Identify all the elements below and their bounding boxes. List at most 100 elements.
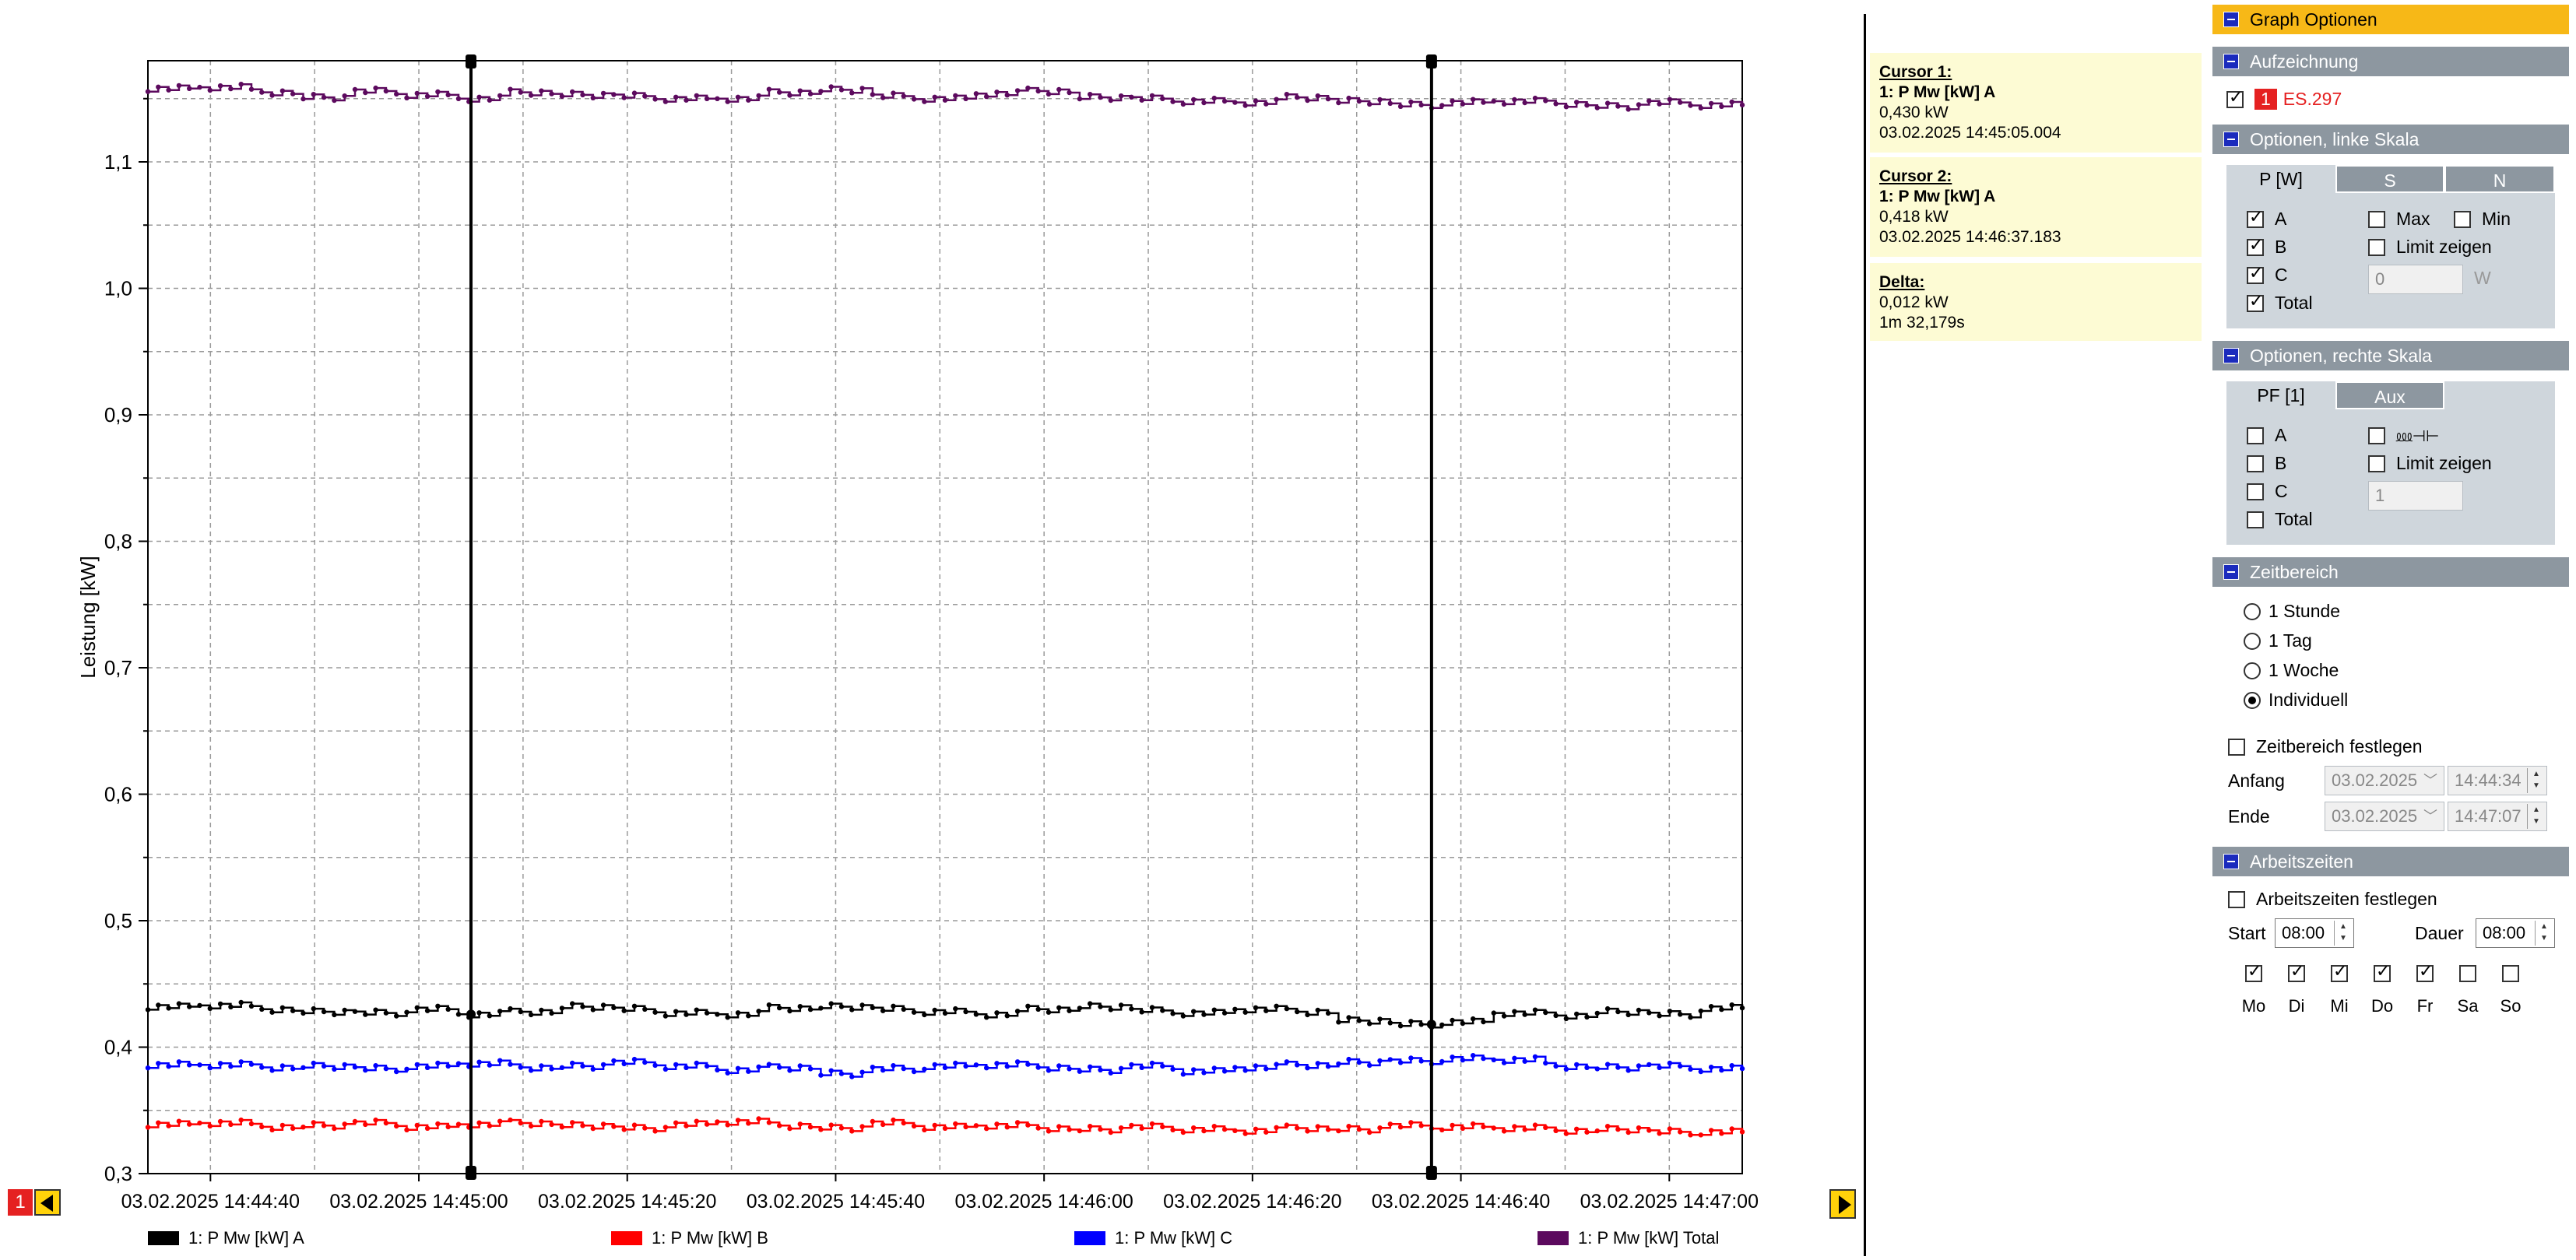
right-phase-a[interactable]: A bbox=[2247, 425, 2286, 446]
end-date-field[interactable]: 03.02.2025 ﹀ bbox=[2325, 802, 2444, 831]
checkbox[interactable] bbox=[2228, 890, 2245, 908]
data-point bbox=[715, 1119, 720, 1125]
time-range-header[interactable]: Zeitbereich bbox=[2212, 557, 2569, 587]
checkbox[interactable] bbox=[2228, 738, 2245, 756]
checkbox[interactable] bbox=[2374, 962, 2391, 982]
data-point bbox=[725, 1070, 730, 1076]
checkbox[interactable] bbox=[2454, 210, 2471, 228]
range-custom[interactable]: Individuell bbox=[2244, 690, 2348, 711]
collapse-icon[interactable] bbox=[2223, 854, 2239, 869]
range-1-hour[interactable]: 1 Stunde bbox=[2244, 601, 2340, 622]
data-point bbox=[166, 1064, 171, 1069]
work-times-header[interactable]: Arbeitszeiten bbox=[2212, 847, 2569, 876]
start-date-field[interactable]: 03.02.2025 ﹀ bbox=[2325, 766, 2444, 795]
day-di-checkbox[interactable] bbox=[2288, 962, 2316, 982]
data-point bbox=[1708, 100, 1714, 107]
cursor-layer[interactable] bbox=[466, 54, 1437, 1180]
spinner-icon[interactable]: ▲ ▼ bbox=[2527, 804, 2545, 829]
left-min[interactable]: Min bbox=[2454, 209, 2511, 230]
spinner-icon[interactable]: ▲ ▼ bbox=[2535, 921, 2553, 946]
checkbox[interactable] bbox=[2247, 264, 2264, 284]
data-point bbox=[994, 1061, 1000, 1066]
checkbox[interactable] bbox=[2288, 962, 2305, 982]
arrow-left-icon[interactable] bbox=[34, 1189, 61, 1216]
legend-item-b[interactable]: 1: P Mw [kW] B bbox=[611, 1228, 768, 1248]
radio[interactable] bbox=[2244, 602, 2261, 620]
checkbox[interactable] bbox=[2368, 238, 2385, 256]
tab-s[interactable]: S bbox=[2335, 165, 2444, 193]
tab-n[interactable]: N bbox=[2444, 165, 2555, 193]
data-point bbox=[332, 97, 337, 104]
tab-aux[interactable]: Aux bbox=[2335, 381, 2444, 409]
left-max[interactable]: Max bbox=[2368, 209, 2430, 230]
left-phase-b[interactable]: B bbox=[2247, 236, 2286, 258]
radio[interactable] bbox=[2244, 691, 2261, 709]
graph-options-header[interactable]: Graph Optionen bbox=[2212, 5, 2569, 34]
checkbox[interactable] bbox=[2247, 426, 2264, 444]
right-limit-input[interactable]: 1 bbox=[2368, 481, 2463, 511]
day-mo-checkbox[interactable] bbox=[2245, 962, 2273, 982]
legend-item-a[interactable]: 1: P Mw [kW] A bbox=[148, 1228, 304, 1248]
right-inductive-capacitive[interactable]: ⅏⊣⊢ bbox=[2368, 425, 2439, 446]
start-time-field[interactable]: 14:44:34 ▲ ▼ bbox=[2448, 766, 2547, 795]
left-scale-header[interactable]: Optionen, linke Skala bbox=[2212, 125, 2569, 154]
spinner-icon[interactable]: ▲ ▼ bbox=[2527, 768, 2545, 793]
collapse-icon[interactable] bbox=[2223, 348, 2239, 363]
range-1-day[interactable]: 1 Tag bbox=[2244, 630, 2312, 651]
checkbox[interactable] bbox=[2247, 292, 2264, 312]
radio[interactable] bbox=[2244, 662, 2261, 679]
checkbox[interactable] bbox=[2226, 88, 2244, 108]
checkbox[interactable] bbox=[2331, 962, 2348, 982]
left-limit[interactable]: Limit zeigen bbox=[2368, 237, 2492, 258]
checkbox[interactable] bbox=[2368, 455, 2385, 472]
collapse-icon[interactable] bbox=[2223, 564, 2239, 580]
legend-item-total[interactable]: 1: P Mw [kW] Total bbox=[1538, 1228, 1719, 1248]
radio[interactable] bbox=[2244, 632, 2261, 650]
right-scale-header[interactable]: Optionen, rechte Skala bbox=[2212, 341, 2569, 370]
left-phase-total[interactable]: Total bbox=[2247, 292, 2313, 314]
left-limit-input[interactable]: 0 bbox=[2368, 265, 2463, 294]
checkbox[interactable] bbox=[2459, 965, 2476, 982]
end-time-field[interactable]: 14:47:07 ▲ ▼ bbox=[2448, 802, 2547, 831]
chevron-down-icon[interactable]: ﹀ bbox=[2423, 809, 2437, 824]
checkbox[interactable] bbox=[2247, 208, 2264, 228]
spinner-icon[interactable]: ▲ ▼ bbox=[2334, 921, 2352, 946]
right-phase-c[interactable]: C bbox=[2247, 481, 2288, 502]
checkbox[interactable] bbox=[2416, 962, 2434, 982]
checkbox[interactable] bbox=[2247, 236, 2264, 256]
checkbox[interactable] bbox=[2502, 965, 2519, 982]
right-phase-total[interactable]: Total bbox=[2247, 509, 2313, 530]
legend-item-c[interactable]: 1: P Mw [kW] C bbox=[1074, 1228, 1232, 1248]
work-start-field[interactable]: 08:00 ▲ ▼ bbox=[2275, 918, 2354, 948]
recording-header[interactable]: Aufzeichnung bbox=[2212, 47, 2569, 76]
checkbox[interactable] bbox=[2247, 455, 2264, 472]
right-phase-b[interactable]: B bbox=[2247, 453, 2286, 474]
day-so-checkbox[interactable] bbox=[2502, 965, 2530, 982]
checkbox[interactable] bbox=[2368, 426, 2385, 444]
checkbox[interactable] bbox=[2247, 511, 2264, 528]
checkbox[interactable] bbox=[2245, 962, 2262, 982]
collapse-icon[interactable] bbox=[2223, 12, 2239, 27]
day-sa-checkbox[interactable] bbox=[2459, 965, 2487, 982]
collapse-icon[interactable] bbox=[2223, 54, 2239, 69]
work-duration-field[interactable]: 08:00 ▲ ▼ bbox=[2476, 918, 2555, 948]
fix-work-times[interactable]: Arbeitszeiten festlegen bbox=[2228, 889, 2437, 910]
recording-checkbox[interactable]: 1 ES.297 bbox=[2226, 88, 2342, 110]
data-point bbox=[1553, 1013, 1559, 1019]
left-phase-c[interactable]: C bbox=[2247, 264, 2288, 286]
chevron-down-icon[interactable]: ﹀ bbox=[2423, 773, 2437, 788]
tab-pf[interactable]: PF [1] bbox=[2226, 381, 2335, 409]
right-limit[interactable]: Limit zeigen bbox=[2368, 453, 2492, 474]
day-do-checkbox[interactable] bbox=[2374, 962, 2402, 982]
arrow-right-icon[interactable] bbox=[1829, 1189, 1856, 1219]
collapse-icon[interactable] bbox=[2223, 132, 2239, 147]
range-1-week[interactable]: 1 Woche bbox=[2244, 660, 2339, 681]
tab-p-w[interactable]: P [W] bbox=[2226, 165, 2335, 193]
data-point bbox=[508, 1117, 513, 1123]
fix-time-range[interactable]: Zeitbereich festlegen bbox=[2228, 736, 2423, 757]
checkbox[interactable] bbox=[2368, 210, 2385, 228]
checkbox[interactable] bbox=[2247, 483, 2264, 500]
day-mi-checkbox[interactable] bbox=[2331, 962, 2359, 982]
day-fr-checkbox[interactable] bbox=[2416, 962, 2444, 982]
left-phase-a[interactable]: A bbox=[2247, 208, 2286, 230]
